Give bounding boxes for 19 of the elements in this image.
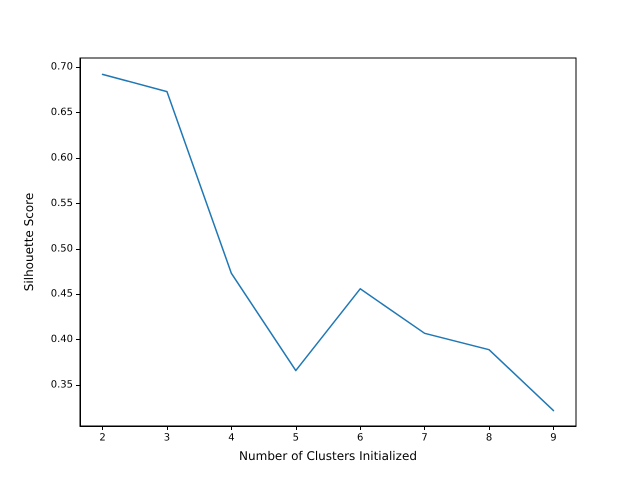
x-tick-label: 8 <box>486 432 492 444</box>
y-tick-label: 0.70 <box>50 62 73 73</box>
x-tick-label: 2 <box>99 432 106 444</box>
y-tick-label: 0.45 <box>50 288 73 300</box>
y-tick-label: 0.60 <box>50 152 73 164</box>
x-tick-label: 9 <box>550 432 557 444</box>
y-tick-label: 0.50 <box>50 243 73 254</box>
y-tick-label: 0.40 <box>50 334 73 346</box>
x-tick-label: 6 <box>357 432 364 444</box>
y-tick-label: 0.35 <box>50 380 73 391</box>
x-tick-label: 5 <box>292 432 299 444</box>
x-tick-label: 3 <box>164 432 170 444</box>
x-axis-title: Number of Clusters Initialized <box>239 449 417 463</box>
y-axis-title: Silhouette Score <box>22 192 36 292</box>
x-tick-label: 4 <box>228 432 235 444</box>
y-tick-label: 0.65 <box>50 107 73 118</box>
y-tick-label: 0.55 <box>50 198 73 209</box>
x-tick-label: 7 <box>421 432 428 444</box>
line-series <box>102 74 554 412</box>
